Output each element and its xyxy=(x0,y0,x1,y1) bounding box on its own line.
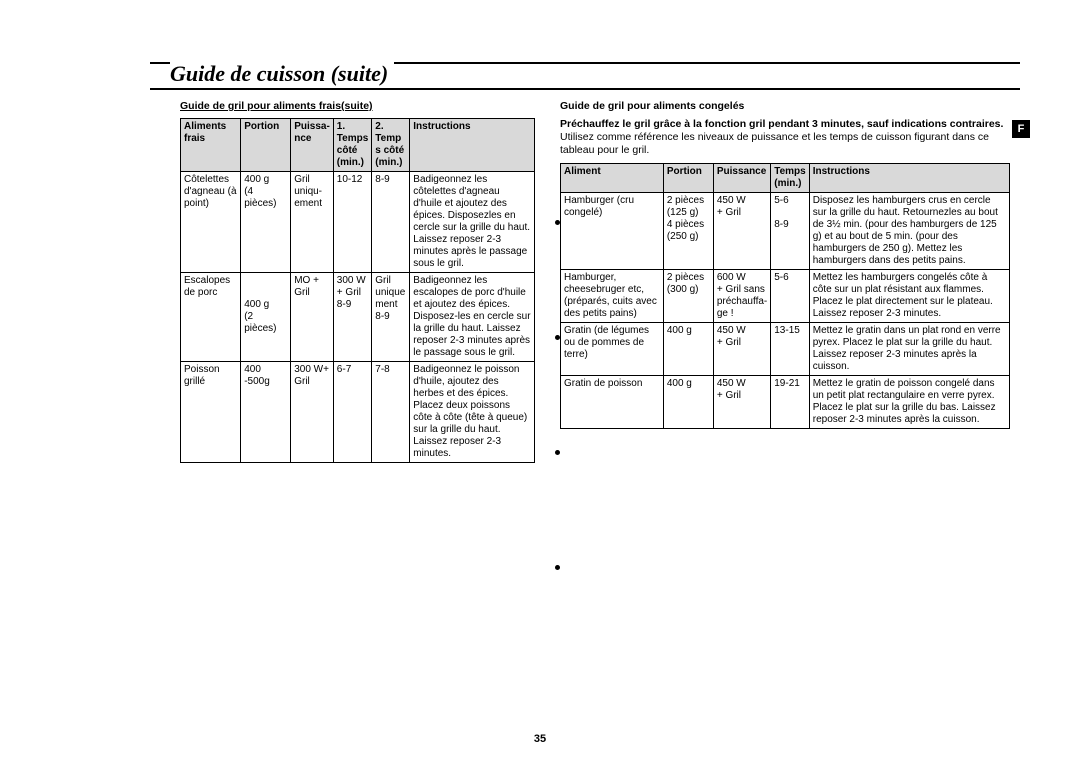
cell-t2: Gril unique ment 8-9 xyxy=(372,273,410,362)
table-header-row: Aliments frais Portion Puissa- nce 1. Te… xyxy=(181,119,535,172)
cell-portion: 400 g (4 pièces) xyxy=(241,172,291,273)
cell-portion: 2 pièces (125 g) 4 pièces (250 g) xyxy=(663,193,713,270)
cell-temps: 13-15 xyxy=(771,323,810,376)
table-row: Gratin de poisson400 g450 W + Gril19-21M… xyxy=(561,376,1010,429)
bullet-icon xyxy=(555,565,560,570)
col-t2: 2. Temp s côté (min.) xyxy=(372,119,410,172)
cell-aliment: Gratin (de légumes ou de pommes de terre… xyxy=(561,323,664,376)
cell-aliment: Escalopes de porc xyxy=(181,273,241,362)
right-intro-bold: Préchauffez le gril grâce à la fonction … xyxy=(560,118,1010,131)
cell-instr: Mettez le gratin de poisson congelé dans… xyxy=(809,376,1009,429)
page-title: Guide de cuisson (suite) xyxy=(170,61,394,87)
cell-temps: 5-6 8-9 xyxy=(771,193,810,270)
cell-instr: Mettez les hamburgers congelés côte à cô… xyxy=(809,270,1009,323)
cell-temps: 5-6 xyxy=(771,270,810,323)
cell-aliment: Côtelettes d'agneau (à point) xyxy=(181,172,241,273)
cell-aliment: Hamburger, cheesebruger etc, (préparés, … xyxy=(561,270,664,323)
cell-puissance: 300 W+ Gril xyxy=(291,362,334,463)
cell-puissance: 450 W + Gril xyxy=(713,376,770,429)
bullet-icon xyxy=(555,450,560,455)
col-puissance: Puissa- nce xyxy=(291,119,334,172)
col-aliment: Aliment xyxy=(561,164,664,193)
left-column: Guide de gril pour aliments frais(suite)… xyxy=(180,100,535,463)
table-header-row: Aliment Portion Puissance Temps (min.) I… xyxy=(561,164,1010,193)
col-t1: 1. Temps côté (min.) xyxy=(333,119,371,172)
cell-puissance: Gril uniqu- ement xyxy=(291,172,334,273)
cell-puissance: 450 W + Gril xyxy=(713,193,770,270)
document-page: Guide de cuisson (suite) F Guide de gril… xyxy=(0,0,1080,763)
cell-aliment: Hamburger (cru congelé) xyxy=(561,193,664,270)
col-instructions: Instructions xyxy=(809,164,1009,193)
title-rule xyxy=(150,88,1020,90)
cell-portion: 400 g xyxy=(663,323,713,376)
table-row: Gratin (de légumes ou de pommes de terre… xyxy=(561,323,1010,376)
left-heading: Guide de gril pour aliments frais(suite) xyxy=(180,100,535,112)
col-aliment: Aliments frais xyxy=(181,119,241,172)
columns-container: Guide de gril pour aliments frais(suite)… xyxy=(180,100,1010,463)
table-row: Côtelettes d'agneau (à point)400 g (4 pi… xyxy=(181,172,535,273)
cell-portion: 400 -500g xyxy=(241,362,291,463)
cell-portion: 400 g xyxy=(663,376,713,429)
table-row: Poisson grillé400 -500g300 W+ Gril6-77-8… xyxy=(181,362,535,463)
cell-portion: 2 pièces (300 g) xyxy=(663,270,713,323)
col-temps: Temps (min.) xyxy=(771,164,810,193)
right-heading: Guide de gril pour aliments congelés xyxy=(560,100,1010,112)
table-row: Escalopes de porc 400 g (2 pièces)MO + G… xyxy=(181,273,535,362)
col-portion: Portion xyxy=(241,119,291,172)
cell-puissance: 600 W + Gril sans préchauffa- ge ! xyxy=(713,270,770,323)
cell-aliment: Poisson grillé xyxy=(181,362,241,463)
cell-t1: 6-7 xyxy=(333,362,371,463)
frozen-food-table: Aliment Portion Puissance Temps (min.) I… xyxy=(560,163,1010,429)
cell-temps: 19-21 xyxy=(771,376,810,429)
cell-instr: Badigeonnez les escalopes de porc d'huil… xyxy=(410,273,535,362)
cell-instr: Mettez le gratin dans un plat rond en ve… xyxy=(809,323,1009,376)
right-intro-normal: Utilisez comme référence les niveaux de … xyxy=(560,131,1010,157)
cell-portion: 400 g (2 pièces) xyxy=(241,273,291,362)
cell-aliment: Gratin de poisson xyxy=(561,376,664,429)
bullet-icon xyxy=(555,335,560,340)
fresh-food-table: Aliments frais Portion Puissa- nce 1. Te… xyxy=(180,118,535,463)
col-puissance: Puissance xyxy=(713,164,770,193)
language-tab: F xyxy=(1012,120,1030,138)
col-instructions: Instructions xyxy=(410,119,535,172)
page-number: 35 xyxy=(534,733,546,745)
bullet-rail xyxy=(555,220,560,570)
bullet-icon xyxy=(555,220,560,225)
cell-instr: Badigeonnez les côtelettes d'agneau d'hu… xyxy=(410,172,535,273)
cell-t2: 8-9 xyxy=(372,172,410,273)
cell-puissance: MO + Gril xyxy=(291,273,334,362)
cell-instr: Badigeonnez le poisson d'huile, ajoutez … xyxy=(410,362,535,463)
cell-instr: Disposez les hamburgers crus en cercle s… xyxy=(809,193,1009,270)
cell-t1: 10-12 xyxy=(333,172,371,273)
cell-t2: 7-8 xyxy=(372,362,410,463)
cell-t1: 300 W + Gril 8-9 xyxy=(333,273,371,362)
table-row: Hamburger (cru congelé)2 pièces (125 g) … xyxy=(561,193,1010,270)
table-row: Hamburger, cheesebruger etc, (préparés, … xyxy=(561,270,1010,323)
right-column: Guide de gril pour aliments congelés Pré… xyxy=(560,100,1010,463)
cell-puissance: 450 W + Gril xyxy=(713,323,770,376)
col-portion: Portion xyxy=(663,164,713,193)
